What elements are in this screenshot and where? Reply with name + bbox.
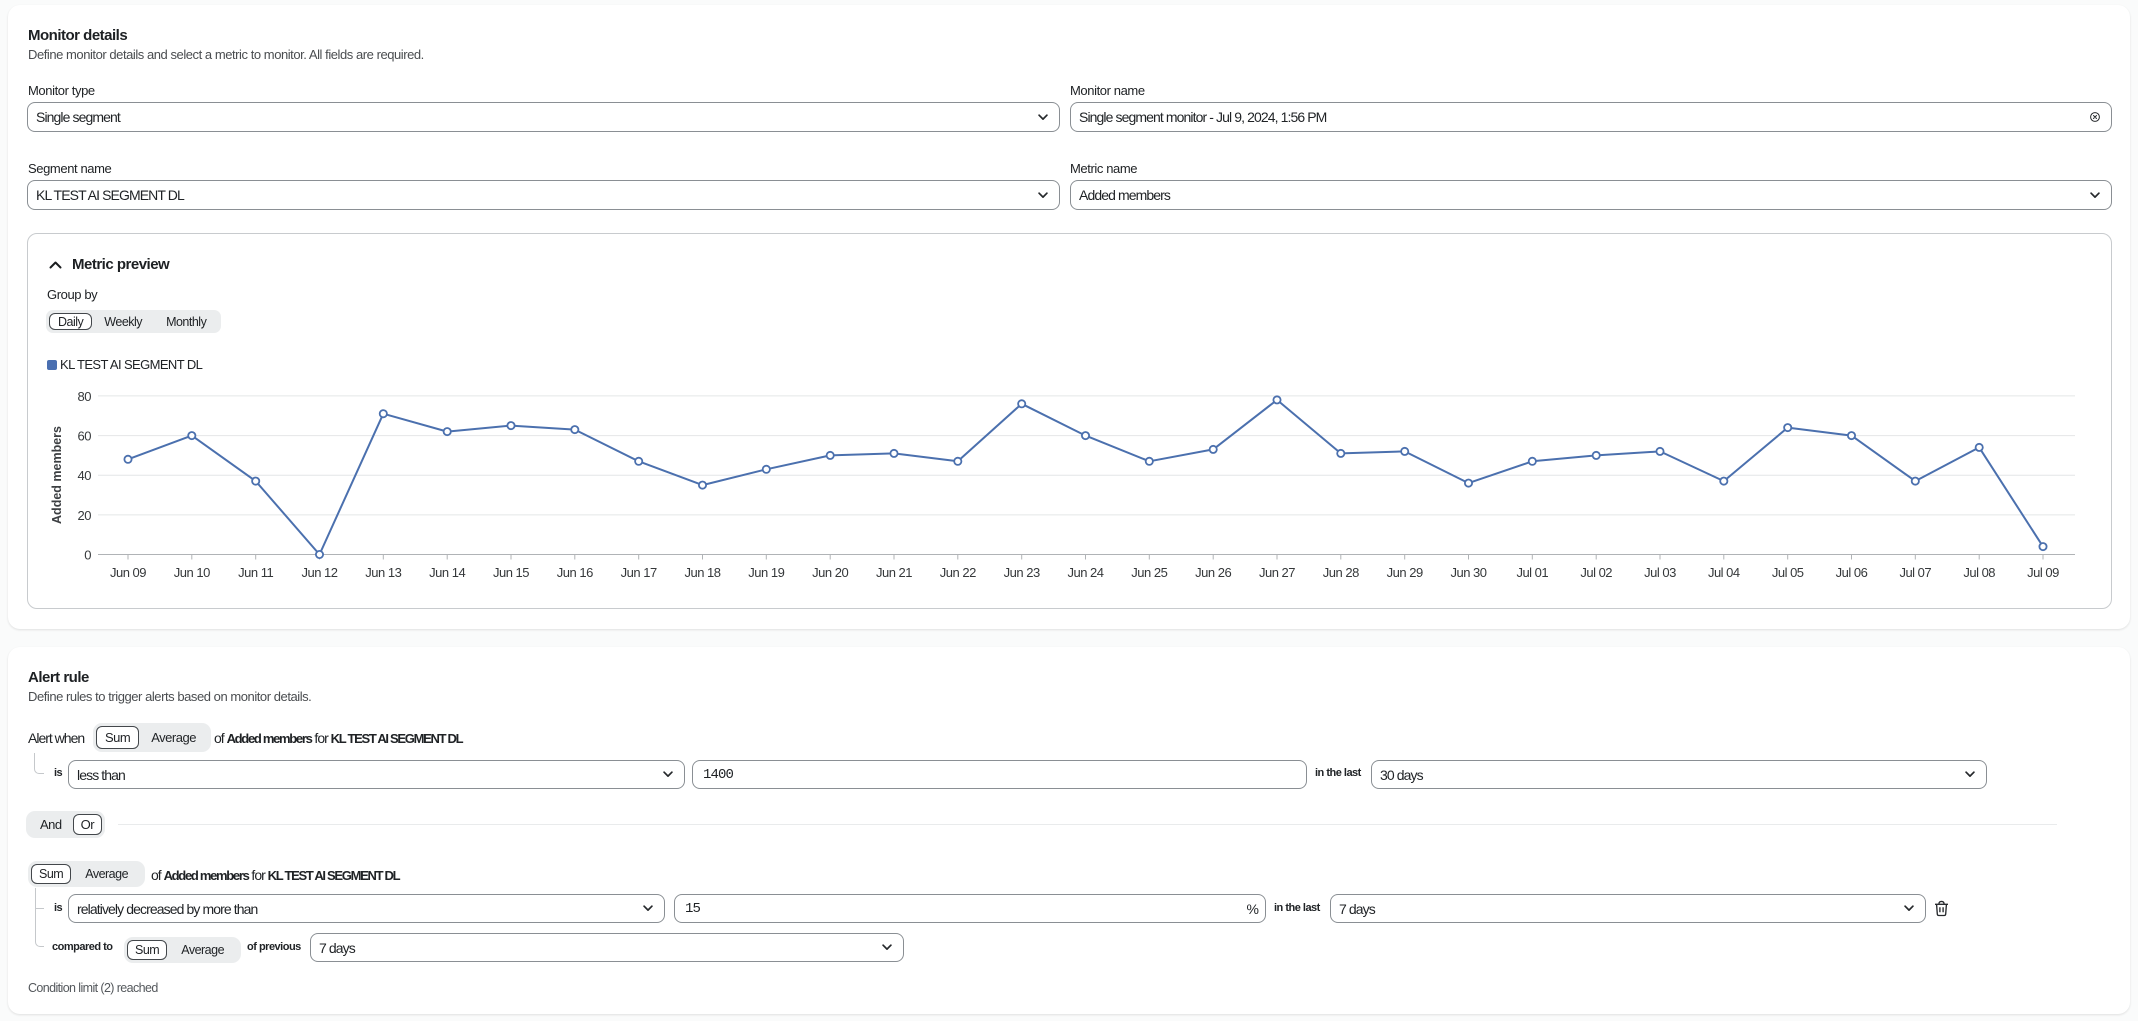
- svg-text:Jun 15: Jun 15: [493, 565, 529, 580]
- svg-text:Jun 26: Jun 26: [1195, 565, 1231, 580]
- svg-text:Jun 19: Jun 19: [748, 565, 784, 580]
- svg-text:Jul 06: Jul 06: [1836, 565, 1868, 580]
- svg-text:Jul 05: Jul 05: [1772, 565, 1804, 580]
- svg-text:Jun 13: Jun 13: [365, 565, 401, 580]
- svg-text:20: 20: [78, 508, 92, 523]
- svg-text:Jul 04: Jul 04: [1708, 565, 1740, 580]
- svg-text:0: 0: [84, 548, 91, 563]
- svg-text:Jun 12: Jun 12: [301, 565, 337, 580]
- svg-text:Jul 07: Jul 07: [1899, 565, 1931, 580]
- svg-text:Jun 27: Jun 27: [1259, 565, 1295, 580]
- svg-text:Jun 21: Jun 21: [876, 565, 912, 580]
- svg-text:Jun 24: Jun 24: [1067, 565, 1103, 580]
- svg-text:Jun 17: Jun 17: [621, 565, 657, 580]
- svg-text:Jun 16: Jun 16: [557, 565, 593, 580]
- svg-text:60: 60: [78, 429, 92, 444]
- svg-text:40: 40: [78, 468, 92, 483]
- svg-text:Jun 30: Jun 30: [1450, 565, 1486, 580]
- svg-text:Jun 22: Jun 22: [940, 565, 976, 580]
- svg-text:Jun 23: Jun 23: [1004, 565, 1040, 580]
- svg-text:Jun 14: Jun 14: [429, 565, 465, 580]
- svg-text:Jun 20: Jun 20: [812, 565, 848, 580]
- svg-text:80: 80: [78, 389, 92, 404]
- svg-text:Jun 11: Jun 11: [238, 565, 273, 580]
- svg-text:Added members: Added members: [50, 426, 64, 524]
- svg-text:Jun 25: Jun 25: [1131, 565, 1167, 580]
- svg-text:Jun 29: Jun 29: [1387, 565, 1423, 580]
- svg-text:Jun 18: Jun 18: [684, 565, 720, 580]
- svg-text:Jul 01: Jul 01: [1516, 565, 1548, 580]
- svg-text:Jul 03: Jul 03: [1644, 565, 1676, 580]
- svg-text:Jun 10: Jun 10: [174, 565, 210, 580]
- svg-text:Jun 28: Jun 28: [1323, 565, 1359, 580]
- svg-text:Jun 09: Jun 09: [110, 565, 146, 580]
- svg-text:Jul 08: Jul 08: [1963, 565, 1995, 580]
- svg-text:Jul 09: Jul 09: [2027, 565, 2059, 580]
- svg-text:Jul 02: Jul 02: [1580, 565, 1612, 580]
